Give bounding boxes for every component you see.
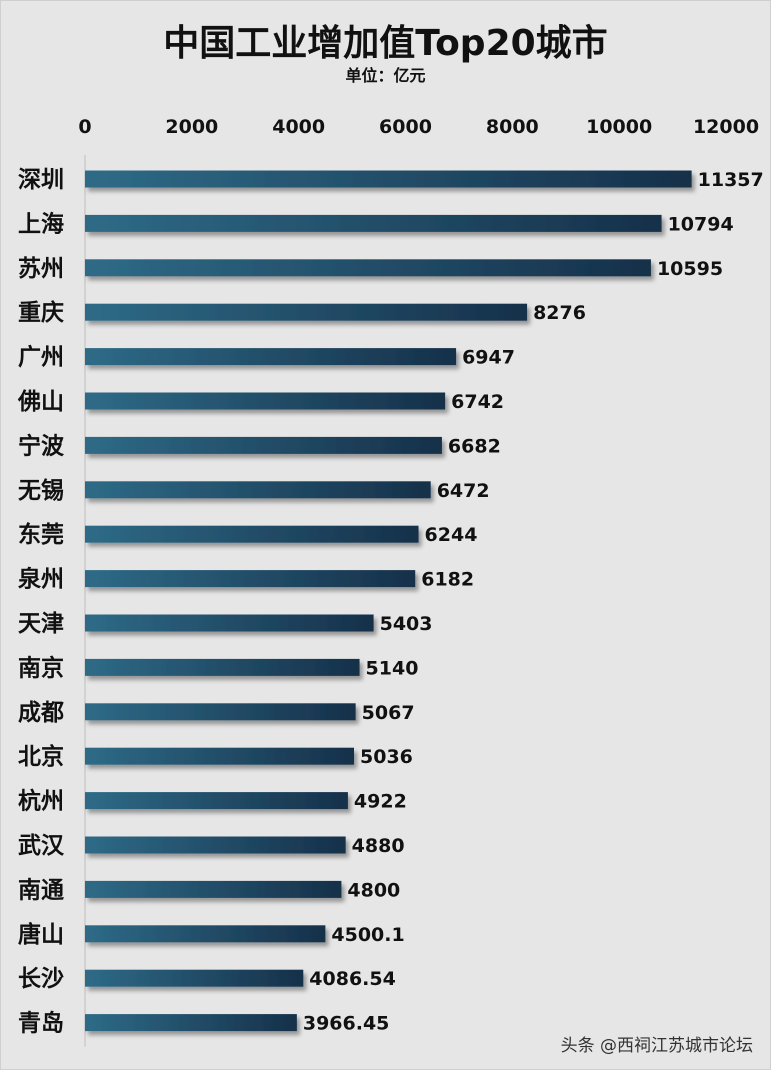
bar [85,525,419,543]
data-label: 5067 [362,702,415,724]
data-label: 6947 [462,347,515,369]
x-tick-label: 6000 [379,116,432,138]
data-label: 4086.54 [309,968,396,990]
category-label: 宁波 [18,432,65,459]
bar [85,436,442,454]
data-label: 10595 [657,258,723,280]
bar [85,925,326,943]
chart-subtitle: 单位：亿元 [345,66,426,85]
bars: 深圳 11357 上海 10794 苏州 10595 重庆 8276 广州 6947 佛山 6742 宁… [17,167,764,1037]
data-label: 10794 [668,213,734,235]
x-tick-label: 2000 [165,116,218,138]
data-label: 6742 [451,391,504,413]
category-label: 北京 [18,743,64,770]
category-label: 深圳 [18,167,64,193]
bar [85,792,348,810]
bar [85,703,356,721]
category-label: 青岛 [18,1010,64,1037]
bar [85,259,651,277]
data-label: 6244 [425,524,478,546]
category-label: 苏州 [18,256,64,282]
category-label: 南通 [18,877,64,903]
data-label: 6682 [448,435,501,457]
category-label: 重庆 [18,299,64,326]
x-tick-label: 8000 [486,116,539,138]
bar [85,214,662,232]
data-label: 6472 [437,480,490,502]
bar [85,880,342,898]
chart-title: 中国工业增加值Top20城市 [163,23,608,64]
category-label: 武汉 [18,833,65,859]
bar [85,392,446,410]
bar [85,1014,297,1032]
x-tick-label: 0 [78,116,91,138]
category-label: 杭州 [18,788,64,815]
x-tick-label: 10000 [586,116,652,138]
bar [85,481,431,499]
bar [85,969,304,987]
category-label: 广州 [18,344,64,371]
category-label: 上海 [18,210,64,237]
bar [85,658,360,676]
category-label: 唐山 [18,921,64,948]
data-label: 5140 [366,657,419,679]
bar [85,348,457,366]
bar [85,614,374,632]
bar [85,303,528,321]
category-label: 东莞 [18,521,64,548]
category-label: 佛山 [17,389,64,415]
category-label: 南京 [18,654,64,681]
bar [85,747,355,765]
category-label: 无锡 [18,478,64,504]
data-label: 4922 [354,791,407,813]
x-tick-label: 12000 [693,116,759,138]
data-label: 3966.45 [303,1013,390,1035]
bar [85,570,416,588]
category-label: 成都 [18,700,64,726]
category-label: 泉州 [18,566,64,593]
category-label: 天津 [18,610,64,637]
bar [85,170,692,188]
bar [85,836,346,854]
data-label: 4500.1 [331,924,404,946]
data-label: 4880 [352,835,405,857]
data-label: 4800 [347,879,400,901]
category-label: 长沙 [18,966,64,992]
data-label: 5036 [360,746,413,768]
data-label: 8276 [533,302,586,324]
data-label: 11357 [698,169,764,191]
data-label: 6182 [421,569,474,591]
data-label: 5403 [380,613,433,635]
x-axis-ticks: 0 2000 4000 6000 8000 10000 12000 [78,116,759,138]
x-tick-label: 4000 [272,116,325,138]
watermark: 头条 @西祠江苏城市论坛 [560,1036,753,1056]
